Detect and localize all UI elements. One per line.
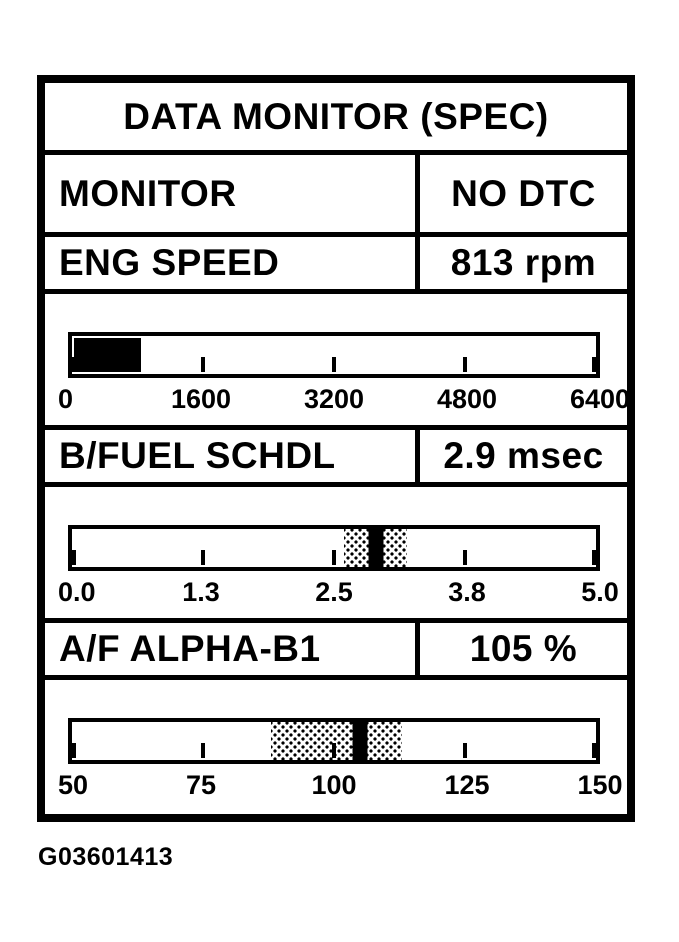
gauge-labels: 0.0 1.3 2.5 3.8 5.0 bbox=[58, 577, 619, 607]
figure-id: G03601413 bbox=[38, 843, 174, 871]
gauge-box bbox=[68, 525, 600, 571]
gauge: 0.0 1.3 2.5 3.8 5.0 bbox=[58, 487, 619, 618]
gauge-tick bbox=[332, 550, 336, 565]
gauge-tick-label: 1.3 bbox=[182, 577, 220, 607]
panel-title: DATA MONITOR (SPEC) bbox=[123, 95, 549, 137]
gauge-tick-label: 75 bbox=[185, 770, 217, 800]
gauge-tick-label: 5.0 bbox=[581, 577, 619, 607]
gauge: 0 1600 3200 4800 6400 bbox=[58, 294, 630, 425]
gauge-tick bbox=[463, 357, 467, 372]
parameter-label: B/FUEL SCHDL bbox=[59, 435, 336, 476]
data-monitor-panel: DATA MONITOR (SPEC) MONITOR NO DTC ENG S… bbox=[37, 75, 635, 822]
gauge-tick bbox=[592, 743, 596, 758]
gauge-tick-label: 2.5 bbox=[315, 577, 353, 607]
gauge-tick-label: 0 bbox=[58, 384, 74, 414]
gauge-tick bbox=[201, 550, 205, 565]
gauge-tick-label: 125 bbox=[444, 770, 490, 800]
parameter-row: ENG SPEED 813 rpm bbox=[45, 237, 627, 294]
gauge-labels: 0 1600 3200 4800 6400 bbox=[58, 384, 630, 414]
dtc-status-value: NO DTC bbox=[451, 172, 596, 214]
gauge-tick-label: 100 bbox=[311, 770, 357, 800]
parameter-label-cell: ENG SPEED bbox=[45, 237, 420, 289]
panel-title-row: DATA MONITOR (SPEC) bbox=[45, 83, 627, 155]
gauge-box bbox=[68, 332, 600, 378]
parameter-value: 2.9 msec bbox=[443, 435, 604, 476]
gauge-tick bbox=[72, 550, 76, 565]
parameter-value: 105 % bbox=[469, 628, 578, 669]
spec-band bbox=[271, 722, 403, 760]
gauge-tick bbox=[72, 743, 76, 758]
gauge-tick bbox=[201, 357, 205, 372]
dtc-status-cell: NO DTC bbox=[420, 155, 627, 232]
monitor-label-cell: MONITOR bbox=[45, 155, 420, 232]
parameter-label-cell: B/FUEL SCHDL bbox=[45, 430, 420, 482]
gauge-labels: 50 75 100 125 150 bbox=[58, 770, 623, 800]
gauge-tick bbox=[463, 743, 467, 758]
gauge-tick bbox=[463, 550, 467, 565]
gauge-tick-label: 150 bbox=[577, 770, 623, 800]
gauge-tick bbox=[201, 743, 205, 758]
gauge-row: 0.0 1.3 2.5 3.8 5.0 bbox=[45, 487, 627, 623]
parameter-value-cell: 813 rpm bbox=[420, 237, 627, 289]
gauge-tick-label: 3200 bbox=[303, 384, 365, 414]
gauge-tick-label: 3.8 bbox=[448, 577, 486, 607]
gauge-fill bbox=[74, 338, 141, 372]
gauge-tick-label: 1600 bbox=[170, 384, 232, 414]
gauge-tick-label: 4800 bbox=[436, 384, 498, 414]
gauge-tick-label: 6400 bbox=[569, 384, 631, 414]
monitor-label: MONITOR bbox=[59, 172, 237, 214]
gauge-row: 0 1600 3200 4800 6400 bbox=[45, 294, 630, 430]
gauge-tick bbox=[592, 550, 596, 565]
gauge-tick-label: 0.0 bbox=[58, 577, 96, 607]
gauge-tick-label: 50 bbox=[58, 770, 89, 800]
parameter-label: ENG SPEED bbox=[59, 242, 280, 283]
parameter-value-cell: 105 % bbox=[420, 623, 627, 675]
parameter-row: A/F ALPHA-B1 105 % bbox=[45, 623, 627, 680]
parameter-value: 813 rpm bbox=[450, 242, 597, 283]
gauge: 50 75 100 125 150 bbox=[58, 680, 623, 814]
parameter-value-cell: 2.9 msec bbox=[420, 430, 627, 482]
gauge-needle bbox=[352, 722, 368, 760]
gauge-tick bbox=[592, 357, 596, 372]
monitor-status-row: MONITOR NO DTC bbox=[45, 155, 627, 237]
parameter-label-cell: A/F ALPHA-B1 bbox=[45, 623, 420, 675]
gauge-tick bbox=[332, 357, 336, 372]
parameter-row: B/FUEL SCHDL 2.9 msec bbox=[45, 430, 627, 487]
gauge-box bbox=[68, 718, 600, 764]
gauge-row: 50 75 100 125 150 bbox=[45, 680, 627, 814]
gauge-needle bbox=[368, 529, 384, 567]
parameter-label: A/F ALPHA-B1 bbox=[59, 628, 321, 669]
